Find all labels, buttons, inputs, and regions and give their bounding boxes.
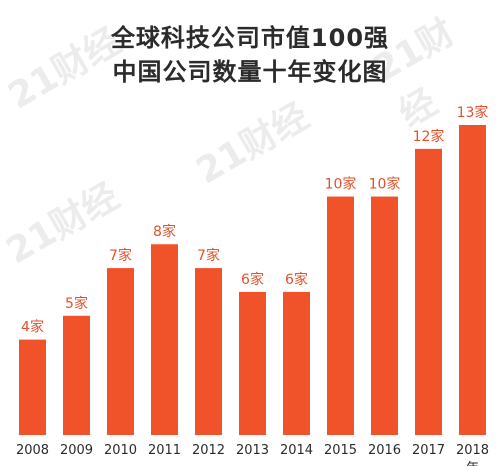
x-tick-label-2015: 2015	[324, 443, 357, 458]
bar-2008	[19, 339, 46, 435]
data-label-2010: 7家	[109, 247, 132, 264]
x-tick-label-2009: 2009	[60, 443, 93, 458]
bar-2016	[371, 196, 398, 435]
x-tick-label-2008: 2008	[16, 443, 49, 458]
bar-2010	[107, 268, 134, 435]
data-label-2018: 13家	[457, 104, 489, 121]
bar-2015	[327, 196, 354, 435]
data-label-2013: 6家	[241, 271, 264, 288]
bar-2012	[195, 268, 222, 435]
x-tick-label-2011: 2011	[148, 443, 181, 458]
data-label-2017: 12家	[413, 128, 445, 145]
bar-2014	[283, 291, 310, 435]
data-label-2012: 7家	[197, 247, 220, 264]
bar-2017	[415, 148, 442, 435]
chart-title: 全球科技公司市值100强	[110, 24, 390, 52]
x-tick-label-2012: 2012	[192, 443, 225, 458]
data-label-2016: 10家	[369, 176, 401, 193]
bar-2013	[239, 291, 266, 435]
bar-2009	[63, 315, 90, 435]
x-tick-label-2016: 2016	[368, 443, 401, 458]
x-tick-label-2014: 2014	[280, 443, 313, 458]
chart-subtitle: 中国公司数量十年变化图	[112, 58, 388, 86]
x-tick-label-2010: 2010	[104, 443, 137, 458]
data-label-2014: 6家	[285, 271, 308, 288]
bar-2011	[151, 244, 178, 435]
x-tick-label-2013: 2013	[236, 443, 269, 458]
x-tick-label-2018: 2018	[456, 443, 489, 458]
data-label-2015: 10家	[325, 176, 357, 193]
data-label-2011: 8家	[153, 223, 176, 240]
data-label-2009: 5家	[65, 295, 88, 312]
data-label-2008: 4家	[21, 319, 44, 336]
x-tick-suffix: 年	[466, 461, 479, 466]
bar-2018	[459, 125, 486, 435]
x-tick-label-2017: 2017	[412, 443, 445, 458]
